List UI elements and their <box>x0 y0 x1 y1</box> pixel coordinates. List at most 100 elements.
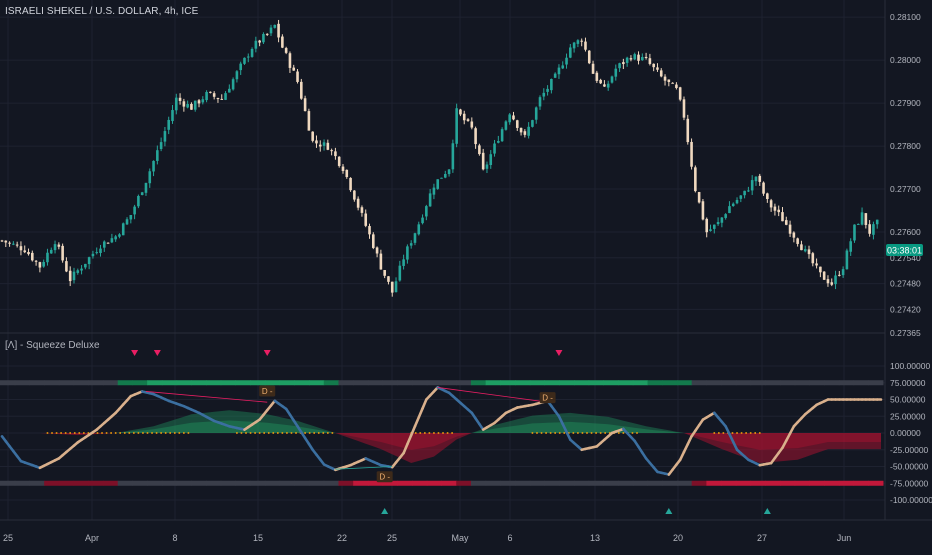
candle[interactable] <box>61 243 64 263</box>
candle[interactable] <box>648 53 652 66</box>
candle[interactable] <box>557 64 561 79</box>
candle[interactable] <box>322 139 326 151</box>
symbol-title[interactable]: ISRAELI SHEKEL / U.S. DOLLAR, 4h, ICE <box>5 6 199 17</box>
candle[interactable] <box>273 24 277 29</box>
candle[interactable] <box>644 52 648 60</box>
candle[interactable] <box>561 61 565 70</box>
candle[interactable] <box>459 108 462 117</box>
price-axis[interactable]: 0.28100 0.28000 0.27900 0.27800 0.27700 0.276… <box>890 12 921 338</box>
candle[interactable] <box>334 147 337 160</box>
candle[interactable] <box>500 127 504 142</box>
candle[interactable] <box>4 240 8 248</box>
candle[interactable] <box>281 34 284 49</box>
candle[interactable] <box>625 56 629 67</box>
candle[interactable] <box>99 244 102 257</box>
candle[interactable] <box>531 119 534 128</box>
candle[interactable] <box>353 190 356 202</box>
candle[interactable] <box>675 82 678 90</box>
candle[interactable] <box>466 118 470 122</box>
candle[interactable] <box>46 248 49 266</box>
candle[interactable] <box>102 240 106 252</box>
candle[interactable] <box>341 164 345 174</box>
candle[interactable] <box>478 143 481 156</box>
candle[interactable] <box>830 278 834 287</box>
candle[interactable] <box>622 58 625 70</box>
candle[interactable] <box>235 70 239 83</box>
candle[interactable] <box>667 79 671 87</box>
candle[interactable] <box>811 251 815 267</box>
candle[interactable] <box>224 91 227 101</box>
candle[interactable] <box>42 259 45 268</box>
candle[interactable] <box>875 219 879 229</box>
candle[interactable] <box>182 98 186 112</box>
indicator-axis[interactable]: 100.00000 75.00000 50.00000 25.00000 0.00000… <box>890 361 932 505</box>
candle[interactable] <box>462 110 466 125</box>
candle[interactable] <box>212 91 216 100</box>
candle[interactable] <box>754 176 758 186</box>
candle[interactable] <box>152 160 155 177</box>
candle[interactable] <box>512 111 515 121</box>
candle[interactable] <box>671 82 674 84</box>
candle[interactable] <box>372 232 375 250</box>
indicator-title[interactable]: [Λ] - Squeeze Deluxe <box>5 340 100 351</box>
candle[interactable] <box>292 64 296 71</box>
candle[interactable] <box>591 60 595 74</box>
candle[interactable] <box>349 177 352 192</box>
candle[interactable] <box>603 80 606 87</box>
candle[interactable] <box>474 126 477 149</box>
candle[interactable] <box>246 53 250 63</box>
candle[interactable] <box>163 127 167 147</box>
candle[interactable] <box>148 168 152 188</box>
candle[interactable] <box>167 116 171 135</box>
candle[interactable] <box>262 32 265 44</box>
candle[interactable] <box>421 214 424 225</box>
candle[interactable] <box>777 205 781 217</box>
candle[interactable] <box>417 221 421 236</box>
candle[interactable] <box>269 24 273 37</box>
candle[interactable] <box>368 223 371 239</box>
candle[interactable] <box>72 267 76 284</box>
candle[interactable] <box>819 266 822 278</box>
candle[interactable] <box>637 51 640 65</box>
candle[interactable] <box>838 271 841 277</box>
candle[interactable] <box>610 75 614 84</box>
candle[interactable] <box>788 220 792 237</box>
candle[interactable] <box>284 46 288 55</box>
candle[interactable] <box>750 175 754 195</box>
candle[interactable] <box>87 256 91 270</box>
candle[interactable] <box>849 238 852 256</box>
candle[interactable] <box>864 213 868 229</box>
candle[interactable] <box>784 216 788 226</box>
candle[interactable] <box>258 39 261 47</box>
candle[interactable] <box>53 240 57 254</box>
candle[interactable] <box>504 120 508 131</box>
candle[interactable] <box>773 203 777 216</box>
candle[interactable] <box>694 165 697 193</box>
candle[interactable] <box>826 275 830 287</box>
candle[interactable] <box>296 69 299 84</box>
candle[interactable] <box>19 241 23 256</box>
candle[interactable] <box>542 88 546 101</box>
candle[interactable] <box>697 191 701 204</box>
candle[interactable] <box>209 91 212 94</box>
candle[interactable] <box>197 99 201 108</box>
candle[interactable] <box>701 198 705 221</box>
candle[interactable] <box>807 245 811 259</box>
candle[interactable] <box>254 36 258 53</box>
candle[interactable] <box>318 140 322 152</box>
candle[interactable] <box>326 139 330 151</box>
candle[interactable] <box>587 50 591 65</box>
candle[interactable] <box>228 84 231 93</box>
candle[interactable] <box>792 231 796 243</box>
candle[interactable] <box>868 220 871 237</box>
candle[interactable] <box>239 61 242 75</box>
candle[interactable] <box>481 148 485 171</box>
candle[interactable] <box>121 222 125 236</box>
candle[interactable] <box>553 72 557 79</box>
candle[interactable] <box>470 117 474 130</box>
candle[interactable] <box>379 249 383 270</box>
candle[interactable] <box>515 119 519 131</box>
candle[interactable] <box>364 209 368 228</box>
candle[interactable] <box>652 63 655 72</box>
